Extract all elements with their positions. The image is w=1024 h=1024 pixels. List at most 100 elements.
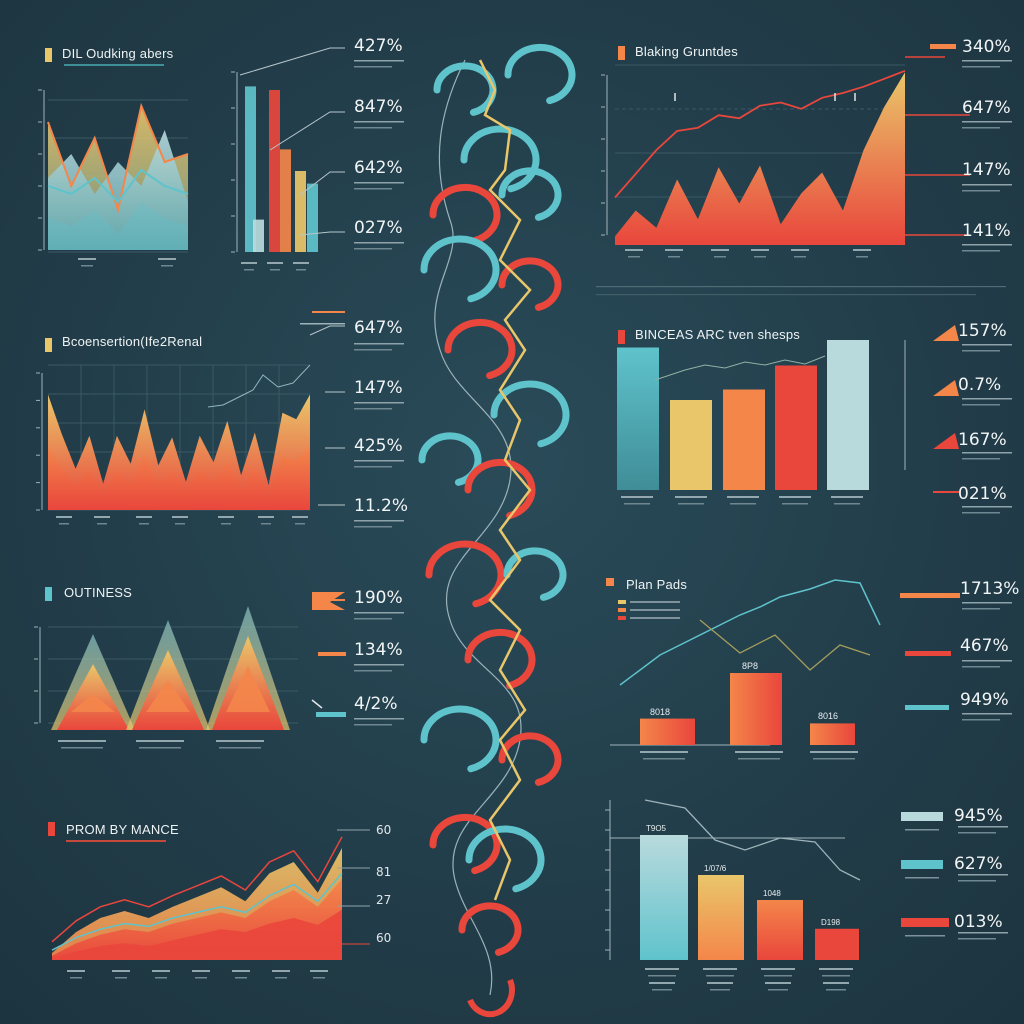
center-ribbon — [418, 43, 576, 1018]
percent-label: 467% — [960, 636, 1009, 656]
series-line — [614, 69, 906, 199]
caption-line — [813, 758, 855, 760]
chart-title: BINCEAS ARC tven shesps — [635, 327, 800, 342]
panel-prom-by-mance: PROM BY MANCE 60 81 27 60 — [0, 800, 420, 1024]
caption-line — [958, 874, 1008, 876]
caption-line — [727, 496, 759, 498]
caption-line — [782, 503, 808, 505]
percent-label: 340% — [962, 37, 1011, 57]
caption-line — [962, 66, 1000, 68]
area-series — [48, 446, 310, 510]
bar — [827, 340, 869, 490]
ribbon-loop — [498, 257, 562, 311]
legend-swatch — [618, 616, 626, 620]
caption-line — [258, 516, 274, 518]
bar-label: 8016 — [818, 711, 838, 721]
legend-line — [630, 617, 680, 619]
caption-line — [962, 713, 1012, 715]
percent-label: 945% — [954, 806, 1003, 826]
chart-peaks-4 — [34, 605, 298, 749]
bar-label: 8018 — [650, 707, 670, 717]
caption-line — [962, 244, 1012, 246]
caption-line — [665, 249, 683, 251]
caption-line — [962, 127, 1000, 129]
caption-line — [779, 496, 811, 498]
chart-title: Bcoensertion(Ife2Renal — [62, 334, 203, 349]
caption-line — [962, 512, 1000, 514]
legend-line — [630, 601, 680, 603]
caption-line — [962, 458, 1000, 460]
chart-title: OUTINESS — [64, 585, 133, 600]
mini-bar — [316, 712, 346, 717]
peak-core — [71, 694, 115, 712]
panel-plan-pads: Plan Pads 8018 8P8 8016 1713% 467% 949% — [590, 560, 1024, 790]
caption-line — [649, 982, 675, 984]
caption-line — [244, 269, 254, 271]
percent-label: 157% — [958, 321, 1007, 341]
caption-line — [624, 503, 650, 505]
ribbon-loop — [458, 902, 522, 956]
ribbon-loop — [420, 235, 500, 303]
chart-area-5 — [51, 829, 370, 979]
percent-label: 167% — [958, 430, 1007, 450]
caption-line — [155, 977, 167, 979]
caption-line — [267, 262, 283, 264]
chart-bars-2 — [231, 71, 318, 271]
value-label: 60 — [376, 931, 392, 945]
chart-bars-9: T9O5 1/07/6 1048 D198 — [605, 799, 949, 991]
series-line — [47, 168, 189, 204]
caption-line — [962, 250, 1000, 252]
caption-line — [292, 516, 308, 518]
mini-bar — [930, 44, 956, 49]
caption-line — [97, 523, 107, 525]
connector-line — [299, 231, 345, 236]
bar — [617, 347, 659, 490]
bar — [245, 86, 256, 253]
caption-line — [218, 516, 234, 518]
caption-line — [765, 982, 791, 984]
value-label: 60 — [376, 823, 392, 837]
ribbon-loop — [429, 183, 501, 245]
caption-line — [826, 989, 846, 991]
caption-line — [139, 747, 181, 749]
caption-line — [354, 182, 404, 184]
legend-caption — [905, 877, 939, 879]
ribbon-loop — [465, 825, 545, 893]
percent-label: 647% — [354, 318, 403, 338]
caption-line — [668, 256, 680, 258]
caption-line — [354, 242, 404, 244]
percent-label: 013% — [954, 912, 1003, 932]
caption-line — [235, 977, 247, 979]
peak-core — [146, 680, 190, 712]
caption-line — [172, 516, 188, 518]
separator — [596, 294, 976, 296]
caption-line — [221, 523, 231, 525]
bar — [640, 718, 695, 745]
ribbon-loop — [433, 62, 497, 116]
caption-line — [313, 977, 325, 979]
caption-line — [136, 516, 152, 518]
percent-label: 1713% — [960, 579, 1020, 599]
caption-line — [962, 719, 1000, 721]
caption-line — [354, 60, 404, 62]
percent-label: 190% — [354, 588, 403, 608]
caption-line — [768, 989, 788, 991]
percent-label: 949% — [960, 690, 1009, 710]
ribbon-loop — [464, 628, 536, 690]
caption-line — [834, 503, 860, 505]
caption-line — [962, 184, 1012, 186]
caption-line — [310, 970, 328, 972]
legend-bar — [900, 593, 960, 598]
series-line — [51, 836, 343, 943]
caption-line — [195, 977, 207, 979]
bar-label: D198 — [821, 918, 841, 927]
bar-label: 8P8 — [742, 661, 758, 671]
caption-line — [962, 660, 1012, 662]
trend-line — [207, 364, 311, 408]
ribbon-loop — [444, 318, 516, 380]
caption-line — [354, 349, 392, 351]
caption-line — [70, 977, 82, 979]
caption-line — [738, 758, 780, 760]
caption-line — [962, 60, 1012, 62]
caption-line — [272, 970, 290, 972]
